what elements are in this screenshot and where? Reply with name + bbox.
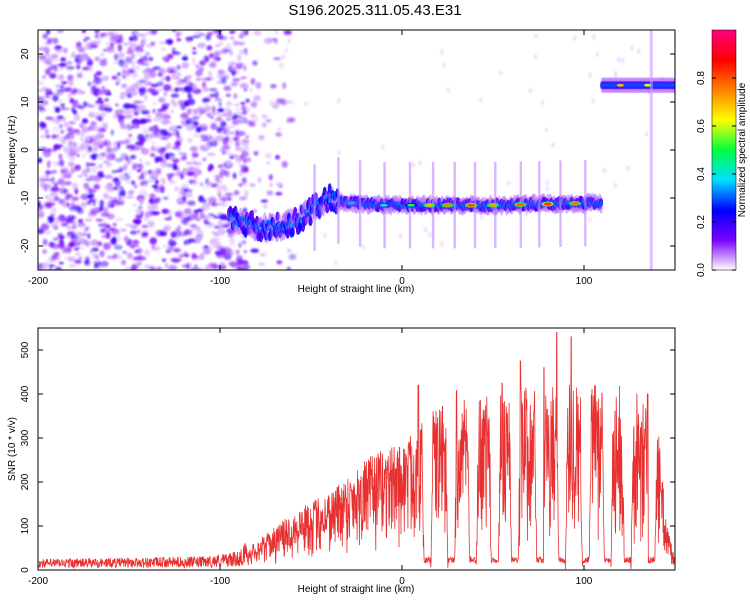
y-tick-label: 400	[20, 385, 31, 402]
noise-speckles	[38, 30, 663, 270]
snr-series-line	[38, 331, 675, 570]
y-tick-label: 0	[20, 147, 31, 153]
colorbar-tick-label: 0.4	[696, 167, 707, 181]
colorbar-tick-label: 0.0	[696, 263, 707, 277]
colorbar-tick-label: 0.2	[696, 215, 707, 229]
x-tick-label: -200	[28, 276, 48, 287]
heatmap-x-label: Height of straight line (km)	[298, 284, 415, 295]
x-tick-label: -100	[210, 276, 230, 287]
colorbar	[712, 30, 736, 270]
snr-x-label: Height of straight line (km)	[298, 584, 415, 595]
upper-branch	[600, 30, 675, 270]
y-tick-label: 20	[20, 48, 31, 60]
snr-frame	[37, 327, 676, 571]
x-tick-label: -100	[210, 576, 230, 587]
y-tick-label: 0	[20, 567, 31, 573]
snr-layer	[38, 331, 675, 570]
figure-title: S196.2025.311.05.43.E31	[288, 2, 462, 19]
x-tick-label: 100	[576, 276, 593, 287]
snr-axes: -200 -100 0 100 0 100 200 300 400 500	[20, 328, 675, 587]
colorbar-label: Normalized spectral amplitude	[737, 82, 748, 217]
colorbar-tick-label: 0.6	[696, 119, 707, 133]
y-tick-label: 10	[20, 96, 31, 108]
y-tick-label: 200	[20, 473, 31, 490]
colorbar-tick-label: 0.8	[696, 71, 707, 85]
heatmap-layer	[38, 30, 675, 270]
x-tick-label: 0	[399, 576, 405, 587]
ridge-band	[226, 157, 604, 251]
x-tick-label: 100	[576, 576, 593, 587]
colorbar-axes: 0.0 0.2 0.4 0.6 0.8	[696, 29, 737, 277]
y-tick-label: -20	[20, 238, 31, 253]
heatmap-y-label: Frequency (Hz)	[7, 116, 18, 185]
y-tick-label: 300	[20, 429, 31, 446]
y-tick-label: -10	[20, 190, 31, 205]
y-tick-label: 100	[20, 517, 31, 534]
x-tick-label: 0	[399, 276, 405, 287]
snr-y-label: SNR (10 * v/v)	[7, 417, 18, 481]
x-tick-label: -200	[28, 576, 48, 587]
y-tick-label: 500	[20, 341, 31, 358]
